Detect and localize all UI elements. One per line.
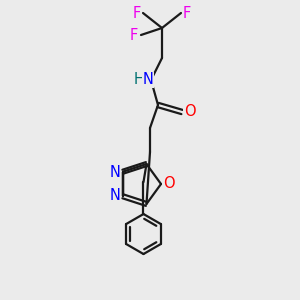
Text: H: H — [134, 73, 144, 88]
Text: O: O — [184, 104, 196, 119]
Text: N: N — [142, 73, 153, 88]
Text: F: F — [133, 5, 141, 20]
Text: O: O — [163, 176, 175, 191]
Text: N: N — [110, 165, 120, 180]
Text: N: N — [110, 188, 120, 203]
Text: F: F — [130, 28, 138, 44]
Text: F: F — [183, 5, 191, 20]
